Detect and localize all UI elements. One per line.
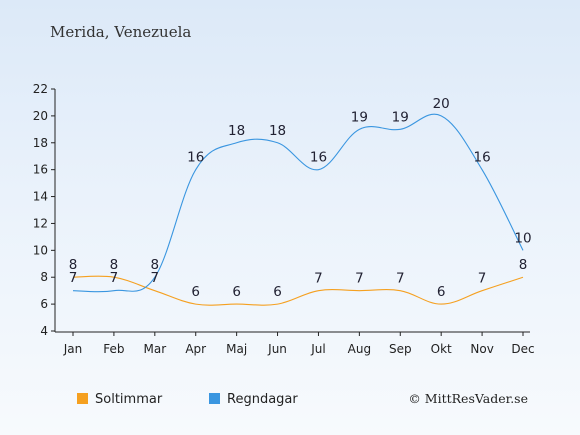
legend-swatch-soltimmar: [77, 393, 88, 404]
y-tick-label: 22: [33, 82, 48, 96]
y-tick-label: 14: [33, 190, 48, 204]
x-tick-label: Dec: [511, 342, 534, 356]
y-tick-label: 6: [40, 297, 48, 311]
y-tick-label: 10: [33, 243, 48, 257]
legend-label-regndagar: Regndagar: [227, 392, 298, 407]
data-label-soltimmar: 6: [273, 284, 282, 300]
data-label-soltimmar: 6: [437, 284, 446, 300]
data-label-soltimmar: 7: [151, 270, 160, 286]
data-label-regndagar: 19: [351, 109, 368, 125]
data-label-soltimmar: 7: [355, 271, 364, 287]
series-lines: [72, 113, 524, 306]
x-tick-label: Aug: [348, 342, 371, 356]
y-tick-label: 4: [40, 324, 48, 338]
data-label-regndagar: 16: [187, 150, 204, 166]
x-tick-label: Okt: [431, 342, 452, 356]
x-tick-label: Feb: [103, 342, 124, 356]
x-tick-label: Mar: [143, 342, 166, 356]
data-label-regndagar: 16: [473, 150, 490, 166]
x-tick-label: Jan: [63, 342, 83, 356]
y-tick-label: 20: [33, 109, 48, 123]
y-tick-label: 16: [33, 163, 48, 177]
data-label-soltimmar: 6: [191, 284, 200, 300]
copyright-text: © MittResVader.se: [408, 391, 528, 406]
x-tick-label: Jul: [310, 342, 325, 356]
data-label-regndagar: 10: [514, 230, 531, 246]
x-tick-label: Jun: [267, 342, 287, 356]
data-label-soltimmar: 7: [478, 271, 487, 287]
axes: 4 6 8 10 12 14 16 18 20 22 Jan Feb Mar Apr Maj Jun Jul Au…: [33, 82, 535, 356]
chart-title: Merida, Venezuela: [50, 23, 191, 41]
data-label-regndagar: 19: [392, 109, 409, 125]
series-line-regndagar: [72, 113, 524, 293]
y-tick-label: 8: [40, 270, 48, 284]
data-label-soltimmar: 7: [396, 271, 405, 287]
y-tick-label: 18: [33, 136, 48, 150]
x-tick-label: Maj: [226, 342, 247, 356]
data-label-regndagar: 8: [69, 257, 78, 273]
data-label-soltimmar: 6: [232, 284, 241, 300]
data-label-regndagar: 8: [110, 257, 119, 273]
legend-swatch-regndagar: [209, 393, 220, 404]
data-label-regndagar: 18: [228, 123, 245, 139]
data-label-soltimmar: 7: [110, 270, 119, 286]
data-label-soltimmar: 8: [519, 257, 528, 273]
data-label-soltimmar: 7: [314, 271, 323, 287]
x-tick-label: Sep: [389, 342, 412, 356]
x-tick-label: Apr: [185, 342, 206, 356]
data-label-regndagar: 20: [433, 96, 450, 112]
y-tick-label: 12: [33, 216, 48, 230]
legend: Soltimmar Regndagar: [77, 392, 298, 407]
data-label-regndagar: 16: [310, 150, 327, 166]
legend-label-soltimmar: Soltimmar: [95, 392, 163, 407]
data-label-regndagar: 8: [151, 257, 160, 273]
x-tick-label: Nov: [470, 342, 493, 356]
data-label-regndagar: 18: [269, 123, 286, 139]
series-line-soltimmar: [72, 275, 524, 306]
data-label-soltimmar: 7: [69, 270, 78, 286]
